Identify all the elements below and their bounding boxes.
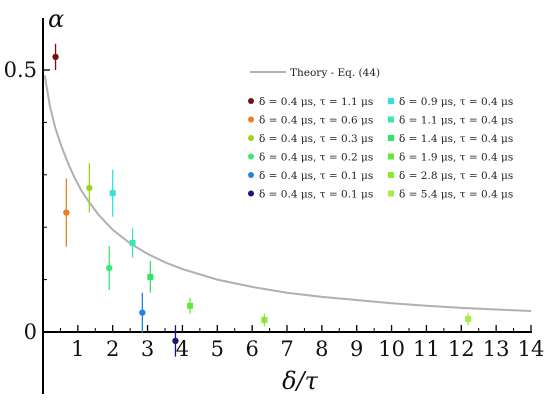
data-point-9 xyxy=(147,261,154,293)
circle-marker xyxy=(172,337,179,345)
data-point-12 xyxy=(465,312,472,326)
legend-square-swatch xyxy=(388,190,394,197)
data-point-7 xyxy=(109,169,116,217)
legend-circle-swatch xyxy=(248,116,254,123)
square-marker xyxy=(261,316,268,323)
y-axis-title: α xyxy=(48,5,64,33)
legend-square-swatch xyxy=(388,135,394,141)
data-point-2 xyxy=(63,178,70,247)
legend-entry-8: δ = 1.1 μs, τ = 0.4 μs xyxy=(388,115,513,127)
square-marker xyxy=(187,302,194,309)
legend-circle-swatch xyxy=(248,135,254,141)
legend-square-swatch xyxy=(388,116,394,123)
data-point-10 xyxy=(187,297,194,314)
x-tick-label: 14 xyxy=(518,337,545,361)
legend-label: δ = 0.4 μs, τ = 1.1 μs xyxy=(259,96,373,108)
square-marker xyxy=(147,273,154,280)
legend-entry-6: δ = 0.4 μs, τ = 0.1 μs xyxy=(248,189,373,201)
square-marker xyxy=(129,239,136,246)
legend-label: δ = 0.4 μs, τ = 0.6 μs xyxy=(259,115,373,127)
legend-square-swatch xyxy=(388,153,394,160)
legend-entry-theory: Theory - Eq. (44) xyxy=(250,67,380,79)
data-point-8 xyxy=(129,228,136,258)
x-ticks: 1 2 3 4 5 6 7 8 9 10 11 12 13 14 xyxy=(59,325,545,361)
legend-label: δ = 1.1 μs, τ = 0.4 μs xyxy=(399,115,513,127)
legend-entry-11: δ = 2.8 μs, τ = 0.4 μs xyxy=(388,170,513,182)
y-ticks: 00.5 xyxy=(4,58,50,344)
legend-entry-4: δ = 0.4 μs, τ = 0.2 μs xyxy=(248,152,373,164)
x-tick-label: 12 xyxy=(448,337,475,361)
legend-entry-12: δ = 5.4 μs, τ = 0.4 μs xyxy=(388,189,513,201)
legend-circle-swatch xyxy=(248,98,254,104)
data-point-6 xyxy=(172,325,179,357)
legend-square-swatch xyxy=(388,98,394,104)
legend-entry-3: δ = 0.4 μs, τ = 0.3 μs xyxy=(248,133,373,145)
x-tick-label: 1 xyxy=(71,337,84,361)
x-tick-label: 10 xyxy=(378,337,405,361)
legend-entry-2: δ = 0.4 μs, τ = 0.6 μs xyxy=(248,115,373,127)
legend-label: δ = 1.9 μs, τ = 0.4 μs xyxy=(399,152,513,164)
data-point-5 xyxy=(139,292,146,333)
legend-label: δ = 0.9 μs, τ = 0.4 μs xyxy=(399,96,513,108)
circle-marker xyxy=(106,264,113,272)
legend-entry-5: δ = 0.4 μs, τ = 0.1 μs xyxy=(248,170,373,182)
legend-entry-7: δ = 0.9 μs, τ = 0.4 μs xyxy=(388,96,513,108)
x-tick-label: 6 xyxy=(245,337,258,361)
x-tick-label: 11 xyxy=(413,337,440,361)
data-points xyxy=(52,43,472,357)
y-tick-label: 0 xyxy=(24,320,37,344)
legend-label: δ = 0.4 μs, τ = 0.1 μs xyxy=(259,189,373,201)
x-axis-title: δ/τ xyxy=(282,367,319,395)
legend-label: Theory - Eq. (44) xyxy=(290,67,380,79)
legend-circle-swatch xyxy=(248,190,254,197)
legend-label: δ = 2.8 μs, τ = 0.4 μs xyxy=(399,170,513,182)
x-tick-label: 9 xyxy=(350,337,363,361)
legend-label: δ = 0.4 μs, τ = 0.3 μs xyxy=(259,133,373,145)
legend-label: δ = 0.4 μs, τ = 0.2 μs xyxy=(259,152,373,164)
x-tick-label: 8 xyxy=(315,337,328,361)
theory-curve xyxy=(43,75,532,312)
data-point-4 xyxy=(106,246,113,291)
circle-marker xyxy=(52,53,59,61)
x-tick-label: 2 xyxy=(106,337,119,361)
data-point-3 xyxy=(86,163,93,213)
x-tick-label: 7 xyxy=(280,337,293,361)
circle-marker xyxy=(63,209,70,216)
legend-square-swatch xyxy=(388,172,394,178)
plot-area: 1 2 3 4 5 6 7 8 9 10 11 12 13 14 00.5 α δ/τ xyxy=(4,5,545,395)
legend-circle-swatch xyxy=(248,153,254,160)
x-tick-label: 5 xyxy=(211,337,224,361)
legend-entry-1: δ = 0.4 μs, τ = 1.1 μs xyxy=(248,96,373,108)
legend: Theory - Eq. (44) δ = 0.4 μs, τ = 1.1 μs δ… xyxy=(248,67,513,201)
x-tick-label: 4 xyxy=(176,337,189,361)
y-tick-label: 0.5 xyxy=(4,58,37,82)
circle-marker xyxy=(86,184,93,192)
circle-marker xyxy=(139,309,146,316)
legend-circle-swatch xyxy=(248,172,254,178)
legend-label: δ = 1.4 μs, τ = 0.4 μs xyxy=(399,133,513,145)
legend-entry-10: δ = 1.9 μs, τ = 0.4 μs xyxy=(388,152,513,164)
legend-label: δ = 5.4 μs, τ = 0.4 μs xyxy=(399,189,513,201)
square-marker xyxy=(465,315,472,322)
square-marker xyxy=(109,190,116,197)
legend-label: δ = 0.4 μs, τ = 0.1 μs xyxy=(259,170,373,182)
legend-entry-9: δ = 1.4 μs, τ = 0.4 μs xyxy=(388,133,513,145)
x-tick-label: 13 xyxy=(483,337,510,361)
x-tick-label: 3 xyxy=(141,337,154,361)
data-point-11 xyxy=(261,313,268,327)
data-point-1 xyxy=(52,43,59,70)
